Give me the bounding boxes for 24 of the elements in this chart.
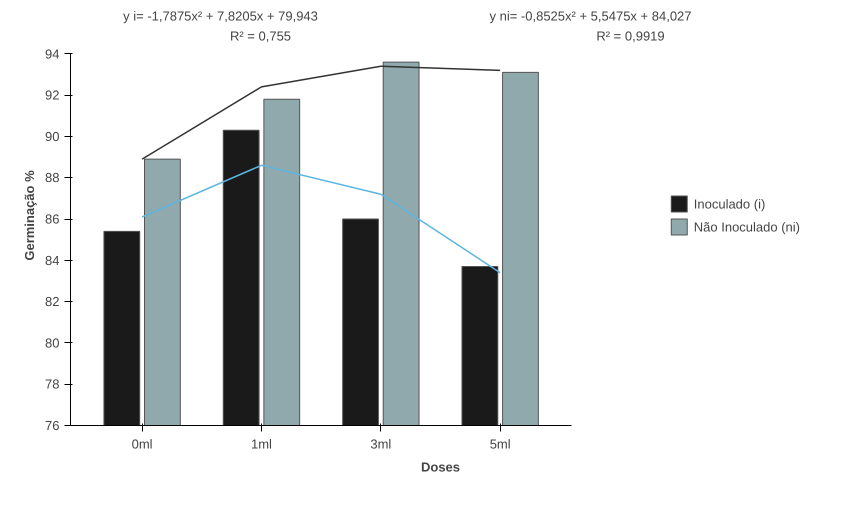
y-tick-label: 88 [45, 170, 60, 186]
x-tick-label: 0ml [132, 436, 153, 452]
legend-label: Não Inoculado (ni) [694, 219, 800, 234]
y-tick-label: 86 [45, 212, 60, 227]
text: y ni= -0,8525x² + 5,5475x + 84,027 [489, 8, 692, 24]
y-tick-label: 94 [45, 46, 60, 62]
text: R² = 0,9919 [596, 28, 665, 44]
text: R² = 0,755 [230, 28, 292, 44]
line-series [141, 164, 501, 274]
y-tick-label: 76 [45, 418, 60, 433]
x-tick-label: 5ml [490, 436, 511, 452]
y-tick-label: 90 [45, 128, 60, 144]
x-tick-label: 1ml [250, 436, 272, 452]
y-tick-label: 84 [45, 252, 60, 268]
text: y i= -1,7875x² + 7,8205x + 79,943 [123, 8, 318, 24]
y-tick-label: 82 [45, 294, 60, 310]
x-axis-title: Doses [420, 460, 460, 474]
x-tick-label: 3ml [370, 436, 392, 452]
y-axis-title: Germinação % [22, 170, 38, 261]
legend-label: Inoculado (i) [694, 196, 766, 211]
y-tick-label: 80 [45, 335, 60, 350]
y-tick-label: 92 [45, 88, 60, 103]
y-tick-label: 78 [45, 376, 60, 392]
line-series [141, 65, 501, 160]
